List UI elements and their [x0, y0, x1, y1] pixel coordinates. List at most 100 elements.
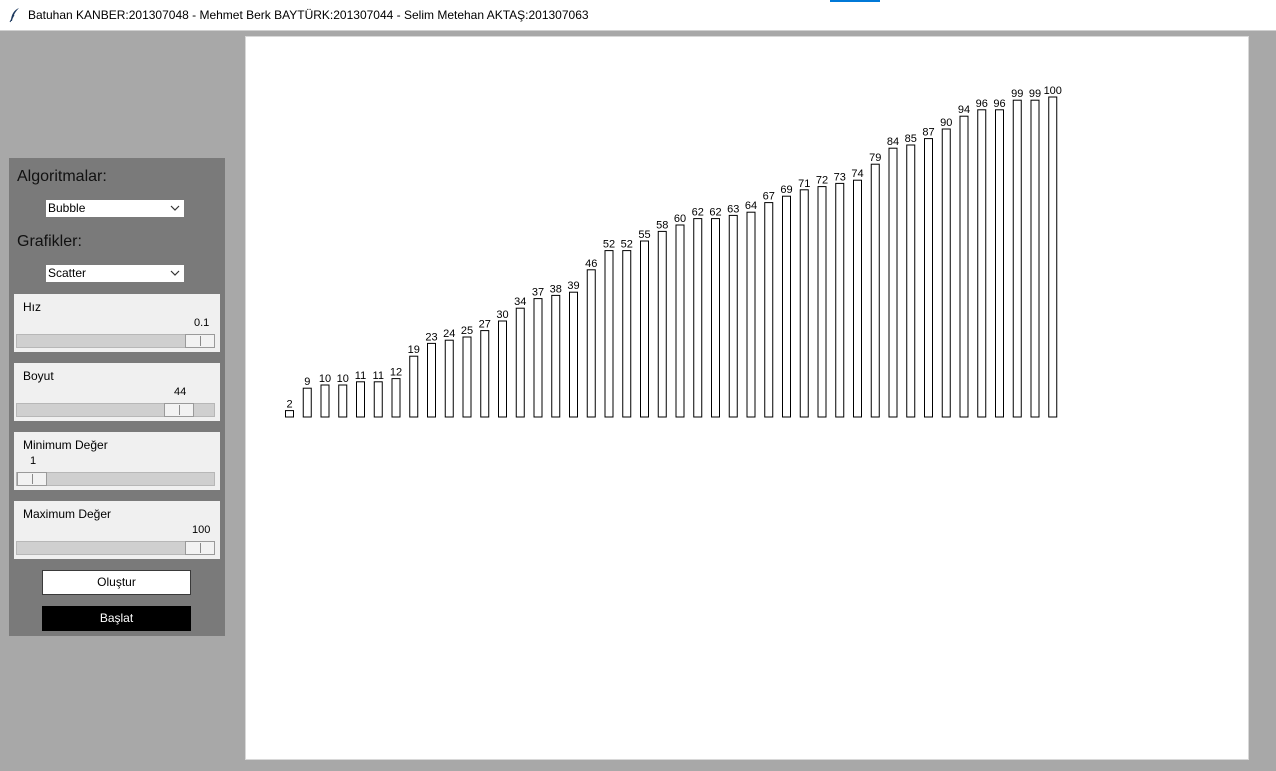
bar [835, 182, 845, 418]
bar [924, 138, 933, 418]
bar [906, 144, 916, 418]
bar [817, 186, 827, 418]
bar-value-label: 38 [550, 283, 562, 295]
bar-value-label: 12 [390, 367, 402, 379]
create-button[interactable]: Oluştur [42, 570, 191, 595]
min-value-value: 1 [30, 455, 37, 467]
bar [462, 336, 472, 418]
bar-value-label: 11 [373, 370, 384, 382]
bar [995, 109, 1004, 418]
bar [391, 378, 401, 418]
min-value-slider-track[interactable] [16, 472, 215, 486]
bar-value-label: 34 [514, 296, 526, 308]
bar-value-label: 23 [425, 331, 437, 343]
charts-label: Grafikler: [17, 233, 82, 250]
bar-value-label: 72 [816, 175, 828, 187]
bar-value-label: 37 [532, 287, 544, 299]
bar [302, 387, 312, 418]
bar-value-label: 10 [319, 373, 331, 385]
bar [533, 298, 543, 418]
bar-value-label: 24 [443, 328, 455, 340]
chart-canvas: 2 9 10 10 11 11 12 19 23 24 25 27 30 34 37 38 39 46 52 52 55… [245, 36, 1249, 760]
bar [356, 381, 365, 418]
bar-value-label: 69 [780, 184, 792, 196]
bar-value-label: 10 [337, 373, 349, 385]
speed-slider-thumb[interactable] [185, 334, 215, 348]
bar [444, 339, 454, 418]
bar [977, 109, 987, 418]
bar [569, 291, 578, 418]
bar [711, 218, 720, 418]
bar-value-label: 9 [304, 376, 310, 388]
bar [853, 179, 862, 418]
bar-value-label: 2 [286, 399, 292, 411]
bar-value-label: 58 [656, 219, 668, 231]
bar [728, 214, 738, 418]
bar [338, 384, 348, 418]
algorithm-select-value: Bubble [48, 201, 86, 215]
chart-select[interactable]: Scatter [45, 264, 185, 283]
bar [285, 410, 294, 418]
bar-value-label: 96 [993, 98, 1005, 110]
bar [675, 224, 685, 418]
bar [320, 384, 330, 418]
bar-value-label: 46 [585, 258, 597, 270]
bar [604, 250, 614, 418]
bar [373, 381, 383, 418]
max-value-slider-group: Maximum Değer 100 [14, 501, 220, 559]
bar [657, 230, 667, 418]
bar-value-label: 63 [727, 203, 739, 215]
bar [409, 355, 419, 418]
chevron-down-icon [170, 205, 180, 211]
bar-value-label: 30 [496, 309, 508, 321]
bar-value-label: 52 [621, 239, 633, 251]
max-value-label: Maximum Değer [23, 507, 112, 521]
bar-value-label: 25 [461, 325, 473, 337]
bar [427, 342, 436, 418]
algorithm-select[interactable]: Bubble [45, 199, 185, 218]
max-value-value: 100 [192, 524, 211, 536]
bar [586, 269, 596, 418]
start-button[interactable]: Başlat [42, 606, 191, 631]
speed-value: 0.1 [194, 317, 210, 329]
bar-value-label: 99 [1011, 88, 1023, 100]
bar [515, 307, 525, 418]
bar-value-label: 96 [976, 98, 988, 110]
bar [1012, 99, 1022, 418]
bar [870, 163, 880, 418]
bar-value-label: 11 [355, 370, 366, 382]
bar [959, 115, 969, 418]
bar-value-label: 19 [408, 344, 420, 356]
bar-value-label: 79 [869, 152, 881, 164]
bar [640, 240, 649, 418]
feather-icon [9, 8, 19, 23]
bar-value-label: 74 [851, 168, 863, 180]
bar-value-label: 27 [479, 319, 491, 331]
bar-value-label: 87 [922, 127, 934, 139]
bar-value-label: 85 [905, 133, 917, 145]
bar [746, 211, 756, 418]
bar [551, 294, 561, 418]
size-slider-thumb[interactable] [164, 403, 194, 417]
min-value-label: Minimum Değer [23, 438, 108, 452]
bar-value-label: 90 [940, 117, 952, 129]
algorithms-label: Algoritmalar: [17, 168, 107, 185]
bar-value-label: 52 [603, 239, 615, 251]
bar-value-label: 55 [638, 229, 650, 241]
chevron-down-icon [170, 270, 180, 276]
bar [782, 195, 791, 418]
bar-value-label: 99 [1029, 88, 1041, 100]
bar [888, 147, 898, 418]
size-label: Boyut [23, 369, 54, 383]
bar [1048, 96, 1058, 418]
bar [622, 250, 632, 418]
title-accent-line [830, 0, 880, 2]
window-title: Batuhan KANBER:201307048 - Mehmet Berk B… [28, 8, 589, 22]
min-value-slider-thumb[interactable] [17, 472, 47, 486]
bar [693, 218, 703, 418]
bar [799, 189, 809, 418]
max-value-slider-thumb[interactable] [185, 541, 215, 555]
size-slider-group: Boyut 44 [14, 363, 220, 421]
bar [480, 330, 490, 418]
speed-label: Hız [23, 300, 41, 314]
